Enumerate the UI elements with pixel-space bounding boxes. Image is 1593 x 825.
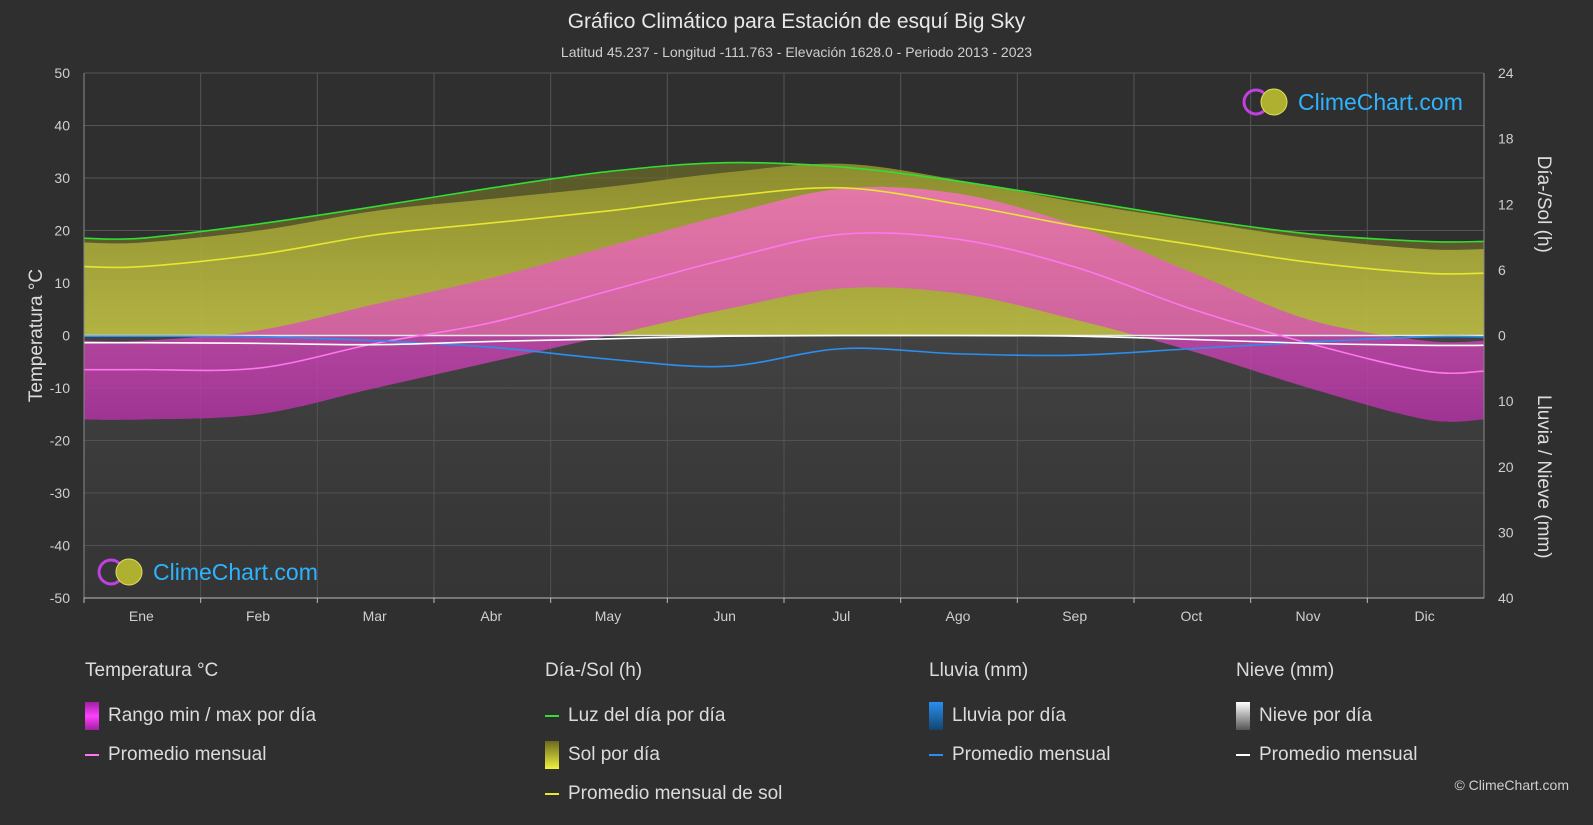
logo-bottom[interactable]: ClimeChart.com: [95, 556, 318, 588]
snow-avg-line: [83, 334, 1485, 347]
right-hours-axis-title: Día-/Sol (h): [1533, 156, 1554, 253]
legend-sun-title: Día-/Sol (h): [545, 660, 643, 681]
legend-label: Promedio mensual: [1259, 743, 1418, 765]
right-hours-tick-label: 0: [1498, 328, 1506, 344]
daylight-swatch: [545, 714, 559, 717]
chart-title: Gráfico Climático para Estación de esquí…: [567, 10, 1026, 33]
legend-label: Promedio mensual de sol: [568, 782, 783, 804]
left-tick-label: 10: [54, 275, 70, 291]
legend-temp-title: Temperatura °C: [85, 660, 219, 681]
legend-label: Rango min / max por día: [108, 704, 317, 726]
left-tick-label: -40: [50, 538, 70, 554]
month-tick-label: Jun: [713, 608, 736, 624]
sun-avg-swatch: [545, 792, 559, 795]
left-tick-label: 0: [62, 328, 70, 344]
temp-avg-swatch: [85, 753, 99, 756]
left-tick-label: 20: [54, 223, 70, 239]
right-precip-tick-label: 40: [1498, 590, 1514, 606]
right-precip-axis-title: Lluvia / Nieve (mm): [1533, 395, 1554, 559]
month-tick-label: Dic: [1415, 608, 1435, 624]
legend-snow: Nieve (mm) Nieve por día Promedio mensua…: [1236, 660, 1417, 774]
sunshine-avg-line: [83, 186, 1485, 275]
month-tick-label: May: [595, 608, 621, 624]
right-precip-tick-label: 10: [1498, 393, 1514, 409]
left-tick-label: 30: [54, 170, 70, 186]
rain-avg-line: [83, 335, 1485, 368]
logo-text: ClimeChart.com: [1298, 88, 1463, 115]
right-hours-tick-label: 6: [1498, 262, 1506, 278]
left-tick-label: -20: [50, 433, 70, 449]
legend-item: Sol por día: [545, 735, 782, 774]
month-tick-label: Nov: [1296, 608, 1321, 624]
logo-top[interactable]: ClimeChart.com: [1240, 86, 1463, 118]
left-tick-label: 40: [54, 118, 70, 134]
temperature-avg-line: [83, 232, 1485, 375]
right-hours-tick-label: 12: [1498, 196, 1514, 212]
data-fills: [84, 162, 1484, 598]
legend-label: Lluvia por día: [952, 704, 1067, 726]
chart-subtitle: Latitud 45.237 - Longitud -111.763 - Ele…: [560, 44, 1033, 60]
legend-item: Promedio mensual: [1236, 735, 1417, 774]
legend-label: Promedio mensual: [108, 743, 267, 765]
left-tick-label: -30: [50, 485, 70, 501]
logo-text: ClimeChart.com: [153, 558, 318, 585]
month-tick-label: Jul: [832, 608, 850, 624]
copyright: © ClimeChart.com: [1454, 777, 1569, 793]
month-tick-label: Ene: [129, 608, 154, 624]
legend-sun: Día-/Sol (h) Luz del día por día Sol por…: [545, 660, 782, 813]
daylight-line: [83, 161, 1485, 243]
legend-label: Promedio mensual: [952, 743, 1111, 765]
left-axis-title: Temperatura °C: [26, 269, 47, 402]
legend-item: Rango min / max por día: [85, 696, 316, 735]
month-tick-label: Mar: [363, 608, 387, 624]
logo-icon: [97, 558, 143, 586]
legend-rain: Lluvia (mm) Lluvia por día Promedio mens…: [929, 660, 1110, 774]
left-tick-label: 50: [54, 65, 70, 81]
left-tick-label: -10: [50, 380, 70, 396]
right-precip-tick-label: 20: [1498, 459, 1514, 475]
left-tick-label: -50: [50, 590, 70, 606]
legend-label: Luz del día por día: [568, 704, 726, 726]
logo-icon: [1242, 88, 1288, 116]
sunshine-swatch: [545, 740, 559, 769]
month-tick-label: Feb: [246, 608, 270, 624]
legend-item: Promedio mensual: [929, 735, 1110, 774]
rain-avg-swatch: [929, 753, 943, 756]
month-tick-label: Ago: [946, 608, 971, 624]
legend-item: Promedio mensual: [85, 735, 316, 774]
month-tick-label: Abr: [480, 608, 502, 624]
right-precip-tick-label: 30: [1498, 524, 1514, 540]
month-tick-label: Sep: [1062, 608, 1087, 624]
snow-avg-swatch: [1236, 753, 1250, 756]
axes: 50 40 30 20 10 0 -10 -20 -30 -40 -50 24 18 12 6 0 10 20 30…: [26, 65, 1554, 624]
temperature-range-band: [84, 186, 1484, 422]
right-hours-tick-label: 18: [1498, 131, 1514, 147]
right-hours-tick-label: 24: [1498, 65, 1514, 81]
legend-item: Luz del día por día: [545, 696, 782, 735]
data-lines: [83, 161, 1485, 375]
legend-item: Promedio mensual de sol: [545, 774, 782, 813]
rain-swatch: [929, 701, 943, 730]
legend-item: Nieve por día: [1236, 696, 1417, 735]
legend-label: Nieve por día: [1259, 704, 1373, 726]
legend-temperature: Temperatura °C Rango min / max por día P…: [85, 660, 316, 774]
legend-item: Lluvia por día: [929, 696, 1110, 735]
legend-snow-title: Nieve (mm): [1236, 660, 1335, 681]
legend-label: Sol por día: [568, 743, 660, 765]
legend-rain-title: Lluvia (mm): [929, 660, 1029, 681]
snow-swatch: [1236, 701, 1250, 730]
temp-range-swatch: [85, 701, 99, 730]
month-tick-label: Oct: [1180, 608, 1202, 624]
